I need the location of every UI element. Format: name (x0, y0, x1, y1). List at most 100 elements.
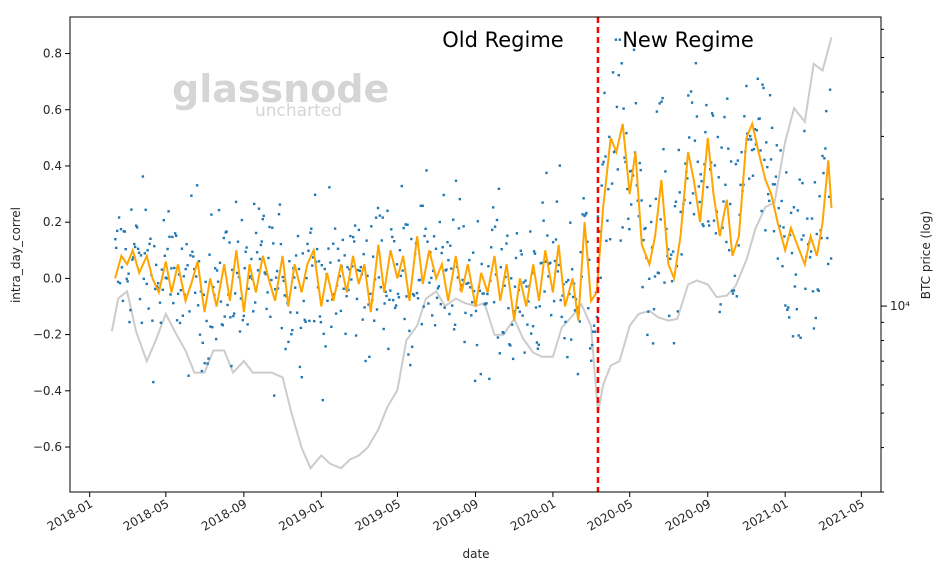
scatter-point (579, 251, 582, 254)
scatter-point (209, 325, 212, 328)
scatter-point (589, 347, 592, 350)
scatter-point (261, 218, 264, 221)
scatter-point (511, 357, 515, 361)
scatter-point (327, 247, 330, 250)
x-tick-label: 2018-05 (121, 496, 171, 533)
scatter-point (139, 254, 143, 257)
scatter-point (485, 302, 488, 305)
scatter-point (132, 256, 135, 259)
scatter-point (770, 126, 774, 130)
scatter-point (443, 306, 446, 309)
scatter-point (432, 235, 436, 238)
scatter-point (552, 299, 556, 303)
scatter-point (378, 214, 382, 217)
scatter-point (465, 282, 468, 285)
scatter-point (720, 146, 723, 149)
scatter-point (143, 252, 146, 255)
scatter-point (125, 277, 128, 281)
scatter-point (202, 293, 205, 296)
scatter-point (592, 324, 596, 327)
scatter-point (280, 326, 283, 330)
scatter-point (300, 376, 303, 379)
scatter-point (447, 259, 450, 262)
scatter-point (651, 342, 655, 345)
scatter-point (135, 226, 139, 229)
scatter-point (357, 228, 361, 232)
scatter-point (460, 284, 463, 287)
scatter-point (369, 292, 372, 295)
scatter-point (363, 306, 366, 309)
scatter-point (487, 265, 490, 268)
scatter-point (187, 374, 190, 377)
scatter-point (255, 251, 259, 254)
scatter-point (124, 248, 127, 251)
scatter-point (515, 232, 519, 235)
scatter-point (117, 216, 121, 219)
scatter-point (800, 238, 803, 241)
scatter-point (734, 162, 738, 166)
scatter-point (407, 353, 410, 356)
scatter-point (390, 228, 393, 231)
scatter-point (309, 231, 312, 234)
scatter-point (811, 290, 815, 293)
y-tick-label: 0.4 (43, 159, 62, 173)
scatter-point (149, 237, 152, 240)
scatter-point (281, 275, 284, 279)
scatter-point (385, 294, 388, 298)
scatter-point (557, 263, 560, 267)
scatter-point (507, 307, 510, 310)
scatter-point (376, 206, 380, 210)
scatter-point (815, 232, 818, 236)
scatter-point (578, 320, 581, 323)
scatter-point (263, 271, 266, 274)
scatter-point (748, 177, 751, 180)
scatter-point (260, 240, 263, 243)
scatter-point (257, 207, 261, 210)
scatter-point (336, 247, 340, 250)
scatter-point (797, 334, 800, 337)
scatter-point (401, 269, 404, 272)
scatter-point (721, 226, 724, 229)
scatter-point (725, 240, 728, 244)
scatter-point (408, 329, 411, 333)
scatter-point (156, 282, 160, 285)
scatter-point (229, 316, 232, 319)
scatter-point (474, 309, 478, 313)
scatter-point (367, 303, 370, 306)
scatter-point (652, 308, 656, 311)
scatter-point (616, 168, 619, 171)
scatter-point (657, 271, 660, 275)
annotation-old-regime: Old Regime (442, 28, 563, 52)
scatter-point (686, 177, 689, 180)
scatter-point (208, 253, 211, 256)
scatter-point (453, 323, 457, 326)
scatter-point (587, 307, 590, 310)
scatter-point (307, 249, 310, 252)
scatter-point (284, 347, 287, 351)
scatter-point (462, 225, 465, 228)
scatter-point (295, 311, 299, 314)
scatter-point (648, 277, 651, 280)
scatter-point (724, 183, 727, 186)
scatter-point (354, 334, 358, 337)
scatter-point (278, 203, 282, 206)
scatter-point (328, 186, 331, 189)
scatter-point (506, 234, 509, 237)
scatter-point (569, 221, 572, 224)
y-tick-label: 0.6 (43, 103, 62, 117)
scatter-point (717, 176, 720, 179)
scatter-point (412, 294, 416, 297)
scatter-point (269, 315, 272, 318)
scatter-point (623, 156, 626, 159)
scatter-point (339, 309, 343, 313)
scatter-point (729, 160, 733, 163)
scatter-point (689, 201, 692, 205)
scatter-point (334, 312, 338, 315)
scatter-point (168, 235, 171, 238)
scatter-point (600, 184, 603, 187)
scatter-point (348, 268, 351, 271)
scatter-point (468, 258, 471, 262)
scatter-point (349, 234, 352, 238)
x-tick-label: 2021-05 (816, 496, 866, 533)
scatter-point (492, 301, 496, 304)
